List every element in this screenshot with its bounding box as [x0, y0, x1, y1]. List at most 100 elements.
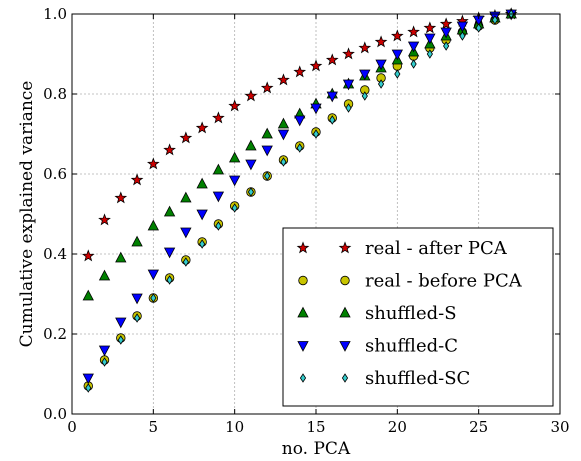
data-point — [374, 35, 388, 48]
data-point — [277, 129, 290, 141]
data-point — [182, 257, 189, 267]
data-point — [424, 33, 436, 45]
data-point — [326, 91, 338, 103]
data-point — [261, 145, 273, 157]
data-point — [244, 89, 258, 102]
legend-label: real - before PCA — [365, 271, 523, 292]
data-point — [264, 171, 271, 181]
data-point — [196, 209, 208, 221]
data-point — [195, 121, 209, 134]
data-point — [475, 23, 482, 33]
data-point — [245, 159, 257, 171]
data-point — [277, 117, 290, 129]
data-point — [459, 31, 466, 41]
data-point — [277, 73, 290, 86]
legend-label: shuffled-C — [365, 336, 458, 357]
x-axis-label: no. PCA — [282, 439, 351, 459]
data-point — [394, 69, 401, 79]
data-point — [375, 59, 387, 71]
data-point — [199, 239, 206, 249]
series-1 — [81, 7, 518, 262]
data-point — [293, 65, 307, 78]
legend-marker — [298, 275, 308, 286]
data-point — [345, 103, 352, 113]
data-point — [310, 103, 322, 115]
axes: 0 5 10 15 20 25 30 0.0 0.2 0.4 0.6 0.8 1.0 — [43, 5, 569, 436]
data-point — [456, 21, 469, 33]
legend-marker — [296, 241, 310, 254]
data-point — [180, 191, 192, 203]
data-point — [342, 79, 355, 91]
data-point — [98, 269, 111, 281]
data-point — [309, 59, 323, 72]
data-point — [407, 41, 420, 53]
data-point — [115, 317, 127, 329]
x-tick-label: 15 — [306, 418, 325, 436]
data-point — [443, 41, 450, 51]
x-tick-label: 10 — [225, 418, 244, 436]
data-point — [166, 275, 173, 285]
legend-marker — [338, 241, 352, 254]
data-point — [147, 157, 160, 170]
data-point — [163, 247, 176, 259]
legend-label: real - after PCA — [365, 238, 508, 259]
data-point — [261, 127, 273, 139]
data-point — [101, 357, 108, 367]
data-point — [359, 69, 371, 81]
data-point — [82, 289, 94, 301]
data-point — [131, 293, 143, 305]
series-5 — [85, 9, 515, 393]
data-point — [391, 29, 404, 42]
data-point — [231, 203, 238, 213]
data-point — [439, 17, 453, 30]
y-tick-label: 0.8 — [43, 85, 67, 103]
data-point — [130, 173, 144, 186]
data-point — [215, 221, 222, 231]
legend-marker — [340, 275, 350, 286]
y-tick-label: 1.0 — [43, 5, 67, 23]
legend-label: shuffled-S — [365, 303, 457, 324]
data-point — [98, 213, 111, 226]
data-point — [247, 187, 255, 197]
data-point — [98, 345, 111, 357]
data-point — [377, 79, 385, 89]
legend-box — [282, 227, 554, 407]
data-point — [426, 49, 433, 59]
legend: real - after PCA real - before PCA shuffle… — [282, 227, 554, 407]
data-point — [294, 115, 306, 127]
data-point — [131, 235, 143, 247]
data-point — [196, 177, 208, 189]
data-point — [179, 131, 193, 144]
legend-marker — [341, 373, 349, 383]
data-point — [82, 373, 94, 385]
legend-marker — [299, 373, 307, 383]
x-tick-label: 0 — [67, 418, 77, 436]
data-point — [81, 249, 95, 262]
legend-marker — [297, 341, 309, 352]
legend-label: shuffled-SC — [365, 368, 470, 389]
data-point — [342, 47, 355, 60]
legend-marker — [297, 306, 309, 318]
data-point — [150, 293, 157, 303]
data-point — [163, 143, 176, 156]
data-point — [212, 191, 225, 203]
x-tick-label: 30 — [550, 418, 569, 436]
data-point — [296, 143, 303, 153]
data-point — [212, 111, 225, 124]
data-point — [260, 81, 274, 94]
y-tick-label: 0.2 — [43, 325, 67, 343]
y-tick-label: 0.0 — [43, 405, 67, 423]
data-point — [115, 251, 127, 263]
series-4 — [82, 9, 517, 385]
data-point — [407, 25, 420, 38]
data-point — [361, 91, 368, 101]
data-point — [229, 151, 241, 163]
data-point — [391, 49, 403, 61]
data-point — [212, 163, 225, 175]
data-point — [358, 41, 372, 54]
data-point — [147, 269, 159, 281]
y-tick-label: 0.4 — [43, 245, 67, 263]
data-point — [85, 383, 92, 393]
data-point — [329, 115, 336, 125]
